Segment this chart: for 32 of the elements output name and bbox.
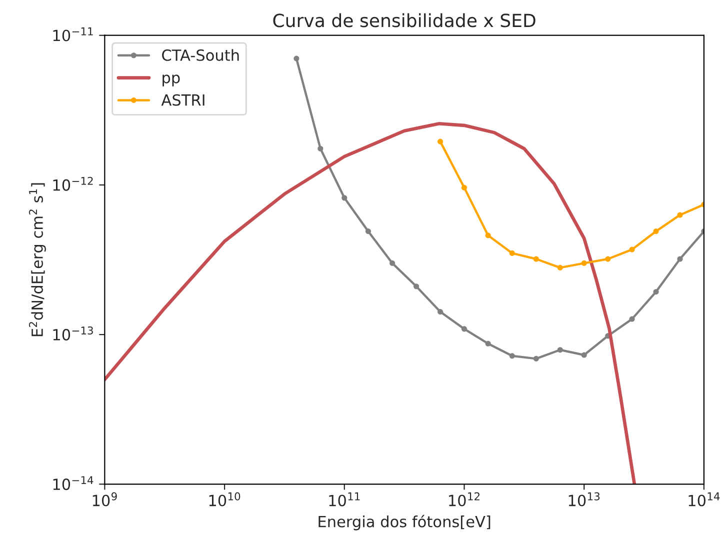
- x-tick-label: 10$^{14}$: [688, 492, 720, 506]
- point: [533, 356, 539, 362]
- point: [438, 309, 444, 315]
- point: [390, 260, 396, 266]
- point: [557, 347, 563, 353]
- point: [653, 289, 659, 295]
- x-tick-label: 10$^{10}$: [209, 492, 240, 506]
- legend-label: CTA-South: [162, 49, 239, 61]
- y-tick-label: 10$^{−13}$: [53, 326, 93, 340]
- x-axis-title: Energia dos fótons[eV]: [318, 514, 490, 530]
- point: [509, 353, 515, 359]
- y-tick-label: 10$^{−11}$: [53, 27, 93, 42]
- point: [365, 228, 371, 234]
- point: [414, 284, 420, 290]
- point: [294, 56, 300, 62]
- point: [677, 256, 683, 262]
- legend-label: pp: [162, 74, 180, 86]
- point: [629, 316, 635, 322]
- x-tick-label: 10$^{9}$: [92, 492, 117, 506]
- legend-label: ASTRI: [161, 94, 204, 106]
- chart-title: Curva de sensibilidade x SED: [273, 13, 536, 28]
- point: [461, 326, 468, 332]
- x-tick-label: 10$^{13}$: [568, 492, 600, 506]
- point: [485, 340, 491, 346]
- point: [342, 195, 348, 201]
- x-tick-label: 10$^{12}$: [449, 492, 480, 506]
- point: [318, 146, 324, 152]
- y-axis-title: E$^{2}$dN/dE[erg cm$^{2}$ s$^{1}$]: [28, 183, 46, 336]
- point: [581, 352, 587, 358]
- y-tick-label: 10$^{−12}$: [53, 176, 93, 191]
- y-tick-label: 10$^{−14}$: [53, 476, 94, 490]
- x-tick-label: 10$^{11}$: [329, 492, 360, 506]
